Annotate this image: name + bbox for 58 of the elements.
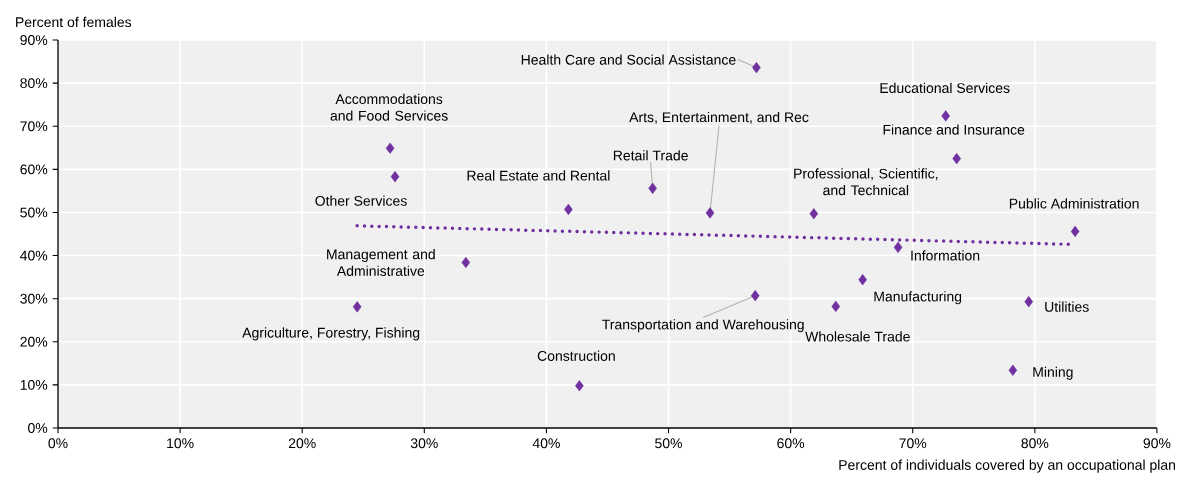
point xyxy=(941,110,950,122)
point xyxy=(390,171,400,183)
x-tick-label: 10% xyxy=(167,438,194,449)
x-tick-label: 70% xyxy=(899,438,927,449)
annotation: Manufacturing xyxy=(874,291,962,305)
point xyxy=(809,208,819,220)
x-axis-title: Percent of individuals covered by an occupational plan xyxy=(839,459,1176,473)
y-tick-label: 50% xyxy=(20,207,48,218)
annotation: Real Estate and Rental xyxy=(467,170,610,181)
y-tick-label: 60% xyxy=(20,164,48,175)
x-tick-label: 80% xyxy=(1021,438,1049,449)
y-tick-label: 10% xyxy=(20,379,48,390)
x-tick-label: 20% xyxy=(288,438,316,449)
point xyxy=(705,207,715,219)
y-axis-title: Percent of females xyxy=(16,16,132,28)
annotation: Finance and Insurance xyxy=(883,124,1025,135)
point xyxy=(575,380,584,392)
annotation: Agriculture, Forestry, Fishing xyxy=(242,327,420,341)
y-tick-label: 40% xyxy=(20,250,48,261)
annotation: Educational Services xyxy=(880,82,1010,94)
annotation: Public Administration xyxy=(1009,198,1139,209)
annotation: Utilities xyxy=(1045,301,1089,312)
x-tick-label: 40% xyxy=(532,438,560,449)
x-tick-label: 30% xyxy=(410,438,438,449)
annotation: Retail Trade xyxy=(613,150,688,161)
point xyxy=(1070,225,1080,238)
point xyxy=(385,142,395,154)
point xyxy=(831,300,841,313)
annotation: Professional, Scientific, and Technical xyxy=(794,168,938,196)
annotation: Construction xyxy=(537,350,615,361)
point xyxy=(461,256,471,269)
y-tick-label: 30% xyxy=(20,293,48,304)
y-tick-label: 90% xyxy=(20,35,48,45)
point xyxy=(648,182,657,194)
y-tick-label: 0% xyxy=(28,423,48,433)
annotation: Arts, Entertainment, and Rec xyxy=(629,111,809,124)
x-tick-label: 60% xyxy=(777,438,805,449)
annotation: Wholesale Trade xyxy=(805,331,910,342)
y-tick-label: 20% xyxy=(20,336,48,347)
point xyxy=(750,290,760,302)
y-tick-label: 80% xyxy=(20,78,48,89)
point xyxy=(1024,296,1033,308)
x-tick-label: 0% xyxy=(48,438,68,449)
annotation: Management and Administrative xyxy=(327,248,435,276)
annotation: Transportation and Warehousing xyxy=(602,319,804,333)
point xyxy=(752,62,761,74)
point xyxy=(893,241,903,253)
point xyxy=(1008,364,1018,376)
x-tick-label: 50% xyxy=(655,438,683,449)
x-tick-label: 90% xyxy=(1143,438,1171,449)
annotation: Accommodations and Food Services xyxy=(330,93,448,121)
annotation: Health Care and Social Assistance xyxy=(521,54,736,65)
annotation: Information xyxy=(911,250,980,261)
annotation: Other Services xyxy=(315,195,407,206)
annotation: Mining xyxy=(1033,366,1073,380)
y-tick-label: 70% xyxy=(20,121,48,132)
point xyxy=(858,274,867,286)
point xyxy=(352,301,362,313)
